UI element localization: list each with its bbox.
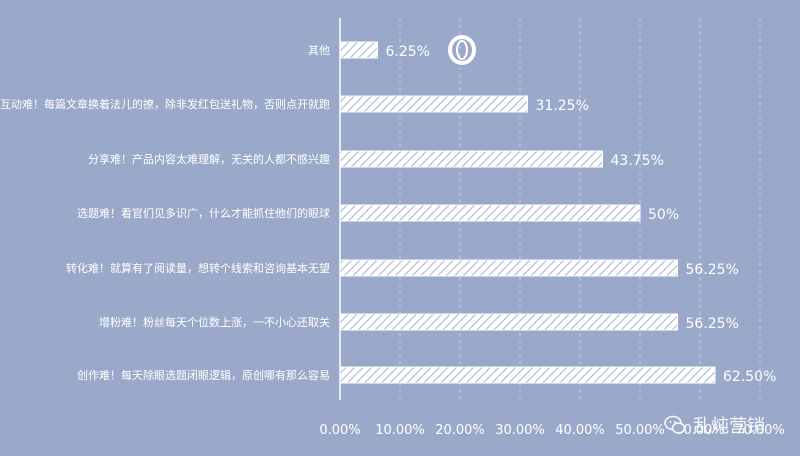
x-tick-label: 10.00%	[375, 423, 425, 438]
value-labels: 6.25% 31.25% 43.75% 50% 56.25% 56.25% 62.50%	[386, 44, 777, 385]
x-tick-label: 0.00%	[319, 423, 360, 438]
bar	[339, 41, 378, 59]
ring-logo-icon	[448, 35, 476, 65]
bar	[339, 204, 641, 222]
x-tick-label: 70.00%	[735, 423, 785, 438]
watermark-text: 乱炖营销	[693, 416, 765, 437]
bar	[339, 313, 678, 331]
bar	[339, 366, 716, 384]
bar	[339, 150, 603, 168]
category-label: 转化难！就算有了阅读量，想转个线索和咨询基本无望	[66, 261, 330, 275]
data-label: 31.25%	[536, 98, 589, 114]
bar	[339, 259, 678, 277]
x-tick-label: 40.00%	[555, 423, 605, 438]
category-label: 其他	[308, 44, 330, 57]
bar	[339, 95, 528, 113]
data-label: 56.25%	[686, 262, 739, 278]
category-label: 选题难！看官们见多识广，什么才能抓住他们的眼球	[77, 206, 330, 220]
wechat-icon	[664, 415, 686, 434]
data-label: 62.50%	[723, 369, 776, 385]
bars	[339, 41, 716, 384]
x-tick-label: 60.00%	[675, 423, 725, 438]
data-label: 43.75%	[611, 153, 664, 169]
watermark: 乱炖营销	[663, 412, 765, 438]
data-label: 56.25%	[686, 316, 739, 332]
data-label: 50%	[648, 207, 679, 223]
category-label: 互动难！每篇文章换着法儿的撩，除非发红包送礼物，否则点开就跑	[0, 97, 330, 111]
category-labels: 其他互动难！每篇文章换着法儿的撩，除非发红包送礼物，否则点开就跑分享难！产品内容…	[0, 44, 330, 382]
x-tick-label: 30.00%	[495, 423, 545, 438]
category-label: 增粉难！粉丝每天个位数上涨，一不小心还取关	[99, 315, 330, 329]
x-tick-label: 20.00%	[435, 423, 485, 438]
category-label: 创作难！每天除眼选题闭眼逻辑，原创哪有那么容易	[77, 368, 330, 382]
category-label: 分享难！产品内容太难理解，无关的人都不感兴趣	[88, 152, 330, 166]
x-tick-label: 50.00%	[615, 423, 665, 438]
x-axis-ticks: 0.00% 10.00% 20.00% 30.00% 40.00% 50.00% 60.00…	[319, 423, 784, 438]
data-label: 6.25%	[386, 44, 430, 60]
